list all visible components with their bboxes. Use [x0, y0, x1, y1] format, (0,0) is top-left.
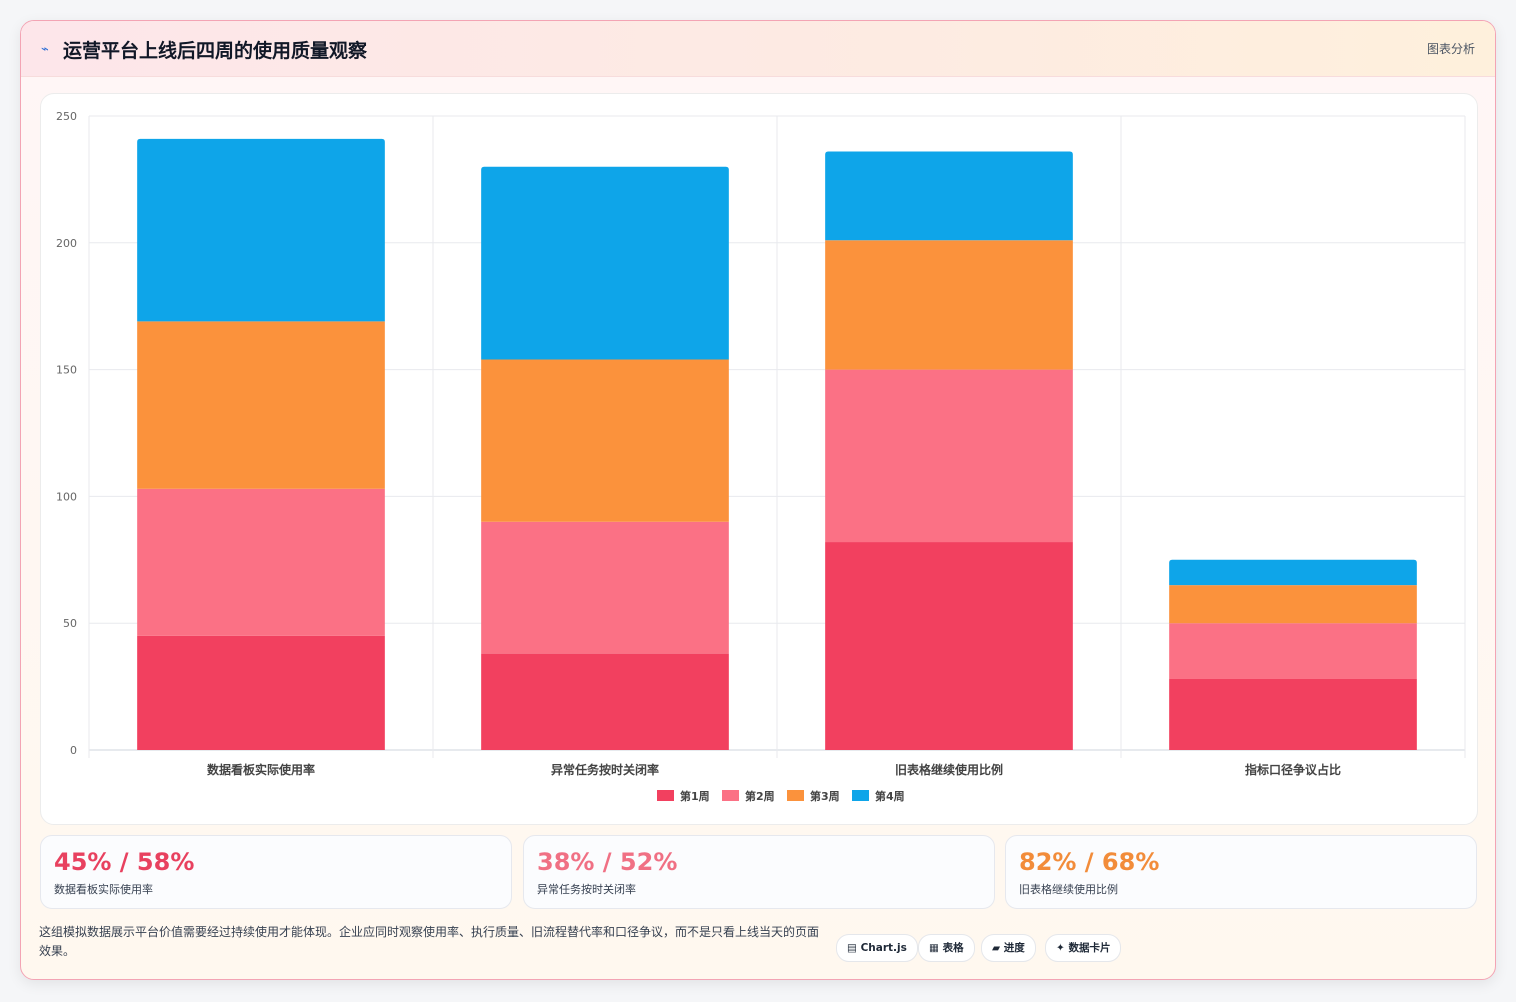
trend-line-icon: ⌁ [41, 42, 49, 57]
stat-label: 异常任务按时关闭率 [537, 883, 636, 896]
y-tick-label: 0 [70, 744, 77, 757]
chart-analysis-tag: 图表分析 [1426, 42, 1475, 56]
stat-value: 82% / 68% [1019, 848, 1160, 876]
chip-chartjs[interactable]: ▤ Chart.js [836, 934, 918, 962]
x-category-label: 数据看板实际使用率 [207, 762, 315, 777]
legend-label: 第3周 [810, 789, 840, 803]
bar-segment [137, 138, 385, 322]
legend-swatch [657, 790, 674, 801]
bar-segment [1169, 678, 1417, 750]
x-category-label: 异常任务按时关闭率 [551, 762, 659, 777]
bar-segment [481, 653, 729, 750]
y-tick-label: 200 [56, 237, 77, 250]
bar-segment [1169, 623, 1417, 679]
stat-value: 45% / 58% [54, 848, 195, 876]
chip-label: Chart.js [860, 942, 907, 954]
footer-description: 这组模拟数据展示平台价值需要经过持续使用才能体现。企业应同时观察使用率、执行质量… [39, 925, 820, 958]
x-category-label: 指标口径争议占比 [1245, 762, 1341, 777]
stat-value: 38% / 52% [537, 848, 678, 876]
y-tick-label: 150 [56, 364, 77, 377]
chip-progress[interactable]: ▰ 进度 [981, 934, 1036, 962]
bar-segment [137, 488, 385, 636]
stat-card-1: 45% / 58% 数据看板实际使用率 [40, 835, 512, 909]
legend-swatch [852, 790, 869, 801]
bar-segment [481, 521, 729, 654]
legend-label: 第2周 [745, 789, 775, 803]
data-card-icon: ✦ [1056, 942, 1065, 954]
bar-segment [825, 542, 1073, 750]
stat-card-3: 82% / 68% 旧表格继续使用比例 [1005, 835, 1477, 909]
bar-segment [1169, 585, 1417, 624]
table-icon: ▦ [929, 942, 939, 954]
bar-segment [481, 166, 729, 360]
chip-label: 进度 [1003, 942, 1025, 954]
legend-label: 第4周 [875, 789, 905, 803]
chart-card: ⌁ 运营平台上线后四周的使用质量观察 图表分析 0 50 100 150 200 250 数… [20, 20, 1496, 980]
bar-segment [825, 369, 1073, 543]
stat-label: 数据看板实际使用率 [54, 883, 153, 896]
legend-swatch [787, 790, 804, 801]
chip-table[interactable]: ▦ 表格 [918, 934, 975, 962]
x-category-label: 旧表格继续使用比例 [895, 762, 1003, 777]
stat-label: 旧表格继续使用比例 [1019, 883, 1118, 896]
bar-segment [137, 321, 385, 489]
legend-swatch [722, 790, 739, 801]
bar-segment [825, 240, 1073, 370]
bar-segment [137, 635, 385, 750]
stat-card-2: 38% / 52% 异常任务按时关闭率 [523, 835, 995, 909]
stacked-bar-chart: 0 50 100 150 200 250 数据看板实际使用率 异常任务按时关闭率 旧表格继续使用… [56, 110, 1466, 803]
y-tick-label: 250 [56, 110, 77, 123]
card-header: ⌁ 运营平台上线后四周的使用质量观察 图表分析 [21, 21, 1495, 77]
legend-label: 第1周 [680, 789, 710, 803]
bar-segment [825, 151, 1073, 241]
progress-icon: ▰ [992, 942, 1001, 954]
bar-segment [1169, 559, 1417, 586]
y-tick-label: 100 [56, 490, 77, 503]
chart-icon: ▤ [847, 942, 857, 954]
chip-label: 表格 [942, 942, 964, 954]
chart-container: 0 50 100 150 200 250 数据看板实际使用率 异常任务按时关闭率 旧表格继续使用… [40, 93, 1478, 825]
chip-data-card[interactable]: ✦ 数据卡片 [1045, 934, 1122, 962]
bar-segment [481, 359, 729, 522]
chip-label: 数据卡片 [1068, 942, 1111, 954]
page-title: 运营平台上线后四周的使用质量观察 [63, 40, 368, 62]
y-tick-label: 50 [63, 617, 77, 630]
